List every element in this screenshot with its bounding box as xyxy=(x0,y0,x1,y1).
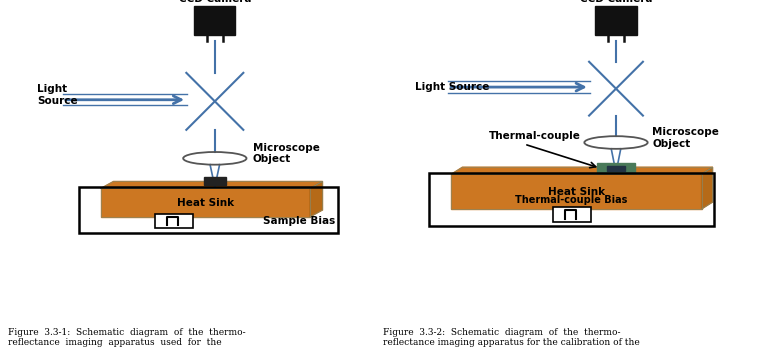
Bar xyxy=(607,166,625,171)
Text: Microscope
Object: Microscope Object xyxy=(653,127,719,149)
Polygon shape xyxy=(310,182,322,217)
Bar xyxy=(596,6,637,35)
Bar xyxy=(597,163,635,173)
Polygon shape xyxy=(451,174,701,209)
Text: Light Source: Light Source xyxy=(415,82,489,92)
Bar xyxy=(79,187,338,233)
Bar xyxy=(155,214,193,228)
Bar xyxy=(204,177,226,185)
Polygon shape xyxy=(701,167,713,209)
Text: Heat Sink: Heat Sink xyxy=(548,187,605,197)
Text: Thermal-couple Bias: Thermal-couple Bias xyxy=(515,195,628,205)
Text: Sample Bias: Sample Bias xyxy=(263,216,335,226)
Text: CCD Camera: CCD Camera xyxy=(580,0,652,4)
Bar xyxy=(194,6,236,35)
Polygon shape xyxy=(451,167,713,174)
Text: Figure  3.3-2:  Schematic  diagram  of  the  thermo-
reflectance imaging apparat: Figure 3.3-2: Schematic diagram of the t… xyxy=(383,328,640,347)
Text: Microscope
Object: Microscope Object xyxy=(253,143,320,165)
Polygon shape xyxy=(101,189,310,217)
Bar xyxy=(429,173,714,226)
Text: CCD Camera: CCD Camera xyxy=(179,0,251,4)
Bar xyxy=(553,207,590,222)
Text: Figure  3.3-1:  Schematic  diagram  of  the  thermo-
reflectance  imaging  appar: Figure 3.3-1: Schematic diagram of the t… xyxy=(8,328,245,347)
Text: Light
Source: Light Source xyxy=(37,84,78,106)
Polygon shape xyxy=(101,182,322,189)
Text: Thermal-couple: Thermal-couple xyxy=(490,131,581,141)
Text: Heat Sink: Heat Sink xyxy=(177,198,234,208)
